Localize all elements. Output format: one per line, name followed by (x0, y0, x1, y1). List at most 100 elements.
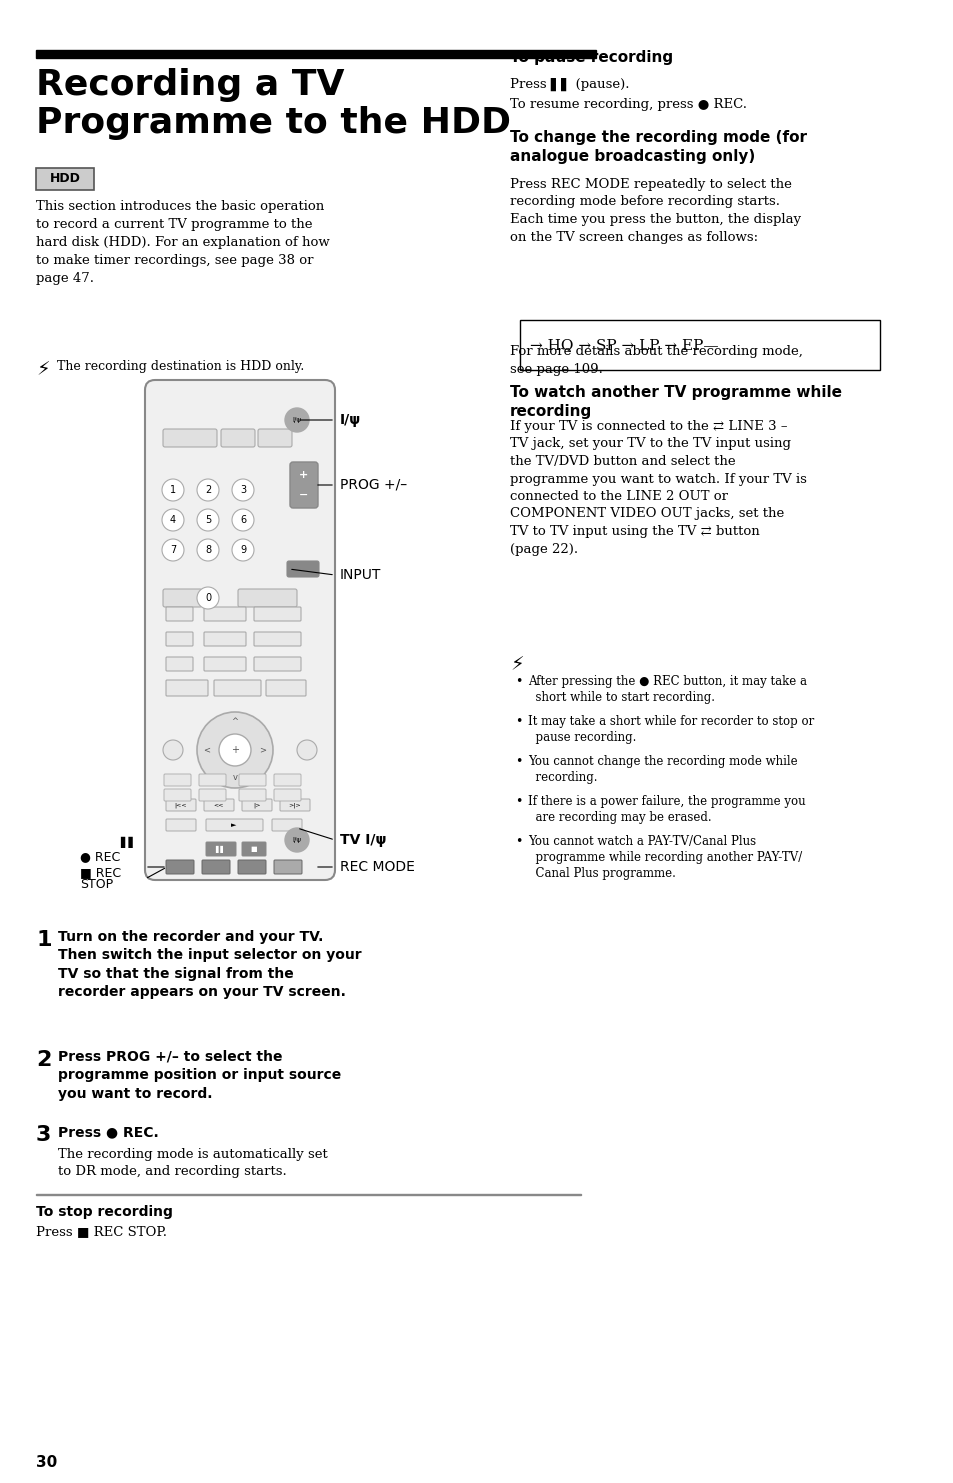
Text: v: v (233, 774, 237, 783)
FancyBboxPatch shape (206, 842, 235, 856)
Circle shape (232, 479, 253, 501)
FancyBboxPatch shape (204, 632, 246, 647)
Text: 1: 1 (170, 485, 176, 495)
Text: ■: ■ (251, 845, 257, 853)
Text: •: • (515, 755, 522, 768)
FancyBboxPatch shape (199, 789, 226, 801)
FancyBboxPatch shape (239, 774, 266, 786)
FancyBboxPatch shape (166, 607, 193, 621)
Text: To resume recording, press ● REC.: To resume recording, press ● REC. (510, 98, 746, 111)
FancyBboxPatch shape (253, 657, 301, 670)
FancyBboxPatch shape (257, 429, 292, 446)
Text: After pressing the ● REC button, it may take a
  short while to start recording.: After pressing the ● REC button, it may … (527, 675, 806, 704)
FancyBboxPatch shape (204, 799, 233, 811)
FancyBboxPatch shape (237, 589, 296, 607)
Bar (36, 50, 596, 58)
Circle shape (296, 740, 316, 759)
Text: ⚡: ⚡ (510, 655, 523, 673)
Circle shape (196, 509, 219, 531)
Text: 1: 1 (36, 930, 51, 951)
FancyBboxPatch shape (237, 860, 266, 873)
FancyBboxPatch shape (242, 842, 266, 856)
Text: Press ● REC.: Press ● REC. (58, 1126, 158, 1139)
Text: → HQ → SP → LP → EP—: → HQ → SP → LP → EP— (530, 338, 718, 351)
Text: 4: 4 (170, 515, 176, 525)
FancyBboxPatch shape (166, 632, 193, 647)
FancyBboxPatch shape (204, 607, 246, 621)
FancyBboxPatch shape (287, 561, 318, 577)
Text: I/ψ: I/ψ (339, 412, 361, 427)
Text: 7: 7 (170, 544, 176, 555)
Text: You cannot change the recording mode while
  recording.: You cannot change the recording mode whi… (527, 755, 797, 785)
Circle shape (196, 538, 219, 561)
Circle shape (163, 740, 183, 759)
Text: If there is a power failure, the programme you
  are recording may be erased.: If there is a power failure, the program… (527, 795, 804, 825)
Text: 3: 3 (36, 1126, 51, 1145)
Text: This section introduces the basic operation
to record a current TV programme to : This section introduces the basic operat… (36, 200, 330, 285)
Text: Press ▌▌ (pause).: Press ▌▌ (pause). (510, 79, 629, 92)
FancyBboxPatch shape (166, 819, 195, 830)
Text: To stop recording: To stop recording (36, 1206, 172, 1219)
Text: It may take a short while for recorder to stop or
  pause recording.: It may take a short while for recorder t… (527, 715, 814, 744)
Text: 5: 5 (205, 515, 211, 525)
Text: •: • (515, 715, 522, 728)
Circle shape (196, 712, 273, 787)
Text: To watch another TV programme while
recording: To watch another TV programme while reco… (510, 386, 841, 418)
Text: >: > (259, 746, 266, 755)
FancyBboxPatch shape (204, 657, 246, 670)
Text: The recording mode is automatically set
to DR mode, and recording starts.: The recording mode is automatically set … (58, 1148, 328, 1178)
Text: ►: ► (231, 822, 236, 828)
Text: +: + (231, 744, 239, 755)
FancyBboxPatch shape (253, 607, 301, 621)
Text: To change the recording mode (for
analogue broadcasting only): To change the recording mode (for analog… (510, 131, 806, 163)
Text: 2: 2 (205, 485, 211, 495)
Text: The recording destination is HDD only.: The recording destination is HDD only. (57, 360, 304, 374)
Text: INPUT: INPUT (339, 568, 381, 581)
Text: •: • (515, 675, 522, 688)
FancyBboxPatch shape (145, 380, 335, 879)
Text: TV I/ψ: TV I/ψ (339, 833, 386, 847)
Circle shape (162, 479, 184, 501)
FancyBboxPatch shape (163, 429, 216, 446)
Circle shape (196, 587, 219, 610)
Text: You cannot watch a PAY-TV/Canal Plus
  programme while recording another PAY-TV/: You cannot watch a PAY-TV/Canal Plus pro… (527, 835, 801, 879)
FancyBboxPatch shape (163, 589, 202, 607)
Text: >|>: >|> (289, 802, 301, 808)
FancyBboxPatch shape (253, 632, 301, 647)
Circle shape (162, 509, 184, 531)
Text: 8: 8 (205, 544, 211, 555)
Circle shape (196, 479, 219, 501)
FancyBboxPatch shape (206, 819, 263, 830)
FancyBboxPatch shape (166, 657, 193, 670)
FancyBboxPatch shape (274, 860, 302, 873)
Text: Recording a TV
Programme to the HDD: Recording a TV Programme to the HDD (36, 68, 511, 139)
Text: |>: |> (253, 802, 260, 808)
Circle shape (162, 538, 184, 561)
FancyBboxPatch shape (199, 774, 226, 786)
Text: +: + (299, 470, 309, 480)
Text: <: < (203, 746, 211, 755)
FancyBboxPatch shape (164, 774, 191, 786)
Text: ▌▌: ▌▌ (120, 836, 137, 848)
Text: For more details about the recording mode,
see page 109.: For more details about the recording mod… (510, 346, 802, 375)
Text: Press REC MODE repeatedly to select the
recording mode before recording starts.
: Press REC MODE repeatedly to select the … (510, 178, 801, 243)
Text: I/ψ: I/ψ (293, 417, 301, 423)
Text: To pause recording: To pause recording (510, 50, 673, 65)
FancyBboxPatch shape (274, 789, 301, 801)
FancyBboxPatch shape (166, 681, 208, 696)
Text: •: • (515, 795, 522, 808)
Text: 30: 30 (36, 1455, 57, 1470)
Text: ■ REC: ■ REC (80, 866, 121, 879)
Text: |<<: |<< (174, 802, 187, 808)
FancyBboxPatch shape (36, 168, 94, 190)
Text: 2: 2 (36, 1050, 51, 1071)
Text: •: • (515, 835, 522, 848)
FancyBboxPatch shape (164, 789, 191, 801)
FancyBboxPatch shape (213, 681, 261, 696)
Text: Press PROG +/– to select the
programme position or input source
you want to reco: Press PROG +/– to select the programme p… (58, 1050, 341, 1100)
Text: 9: 9 (240, 544, 246, 555)
FancyBboxPatch shape (266, 681, 306, 696)
Text: STOP: STOP (80, 878, 113, 891)
Text: HDD: HDD (50, 172, 80, 185)
Text: 6: 6 (240, 515, 246, 525)
